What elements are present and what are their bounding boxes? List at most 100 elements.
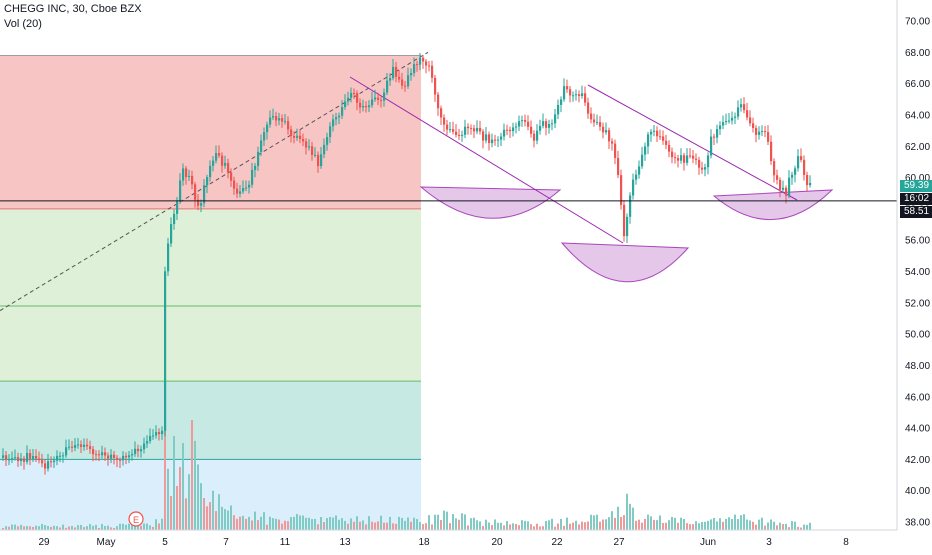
volume-bar [200, 483, 202, 530]
volume-bar [332, 517, 334, 530]
candle-body [140, 449, 143, 452]
candle-body [248, 184, 251, 188]
candle-body [347, 97, 350, 102]
candle-body [362, 106, 365, 108]
candle-body [689, 155, 692, 157]
candle-body [35, 456, 38, 459]
volume-bar [644, 518, 646, 530]
volume-bar [449, 523, 451, 530]
volume-bar [77, 525, 79, 530]
volume-bar [431, 524, 433, 530]
candle-body [737, 107, 740, 117]
candle-body [485, 134, 488, 141]
candle-body [311, 146, 314, 156]
candle-body [293, 135, 296, 138]
symbol-title[interactable]: CHEGG INC, 30, Cboe BZX [4, 3, 142, 15]
volume-bar [167, 468, 169, 530]
candle-body [458, 134, 461, 136]
candle-body [8, 459, 11, 461]
volume-bar [311, 519, 313, 530]
volume-bar [569, 523, 571, 530]
candle-body [680, 155, 683, 161]
cup-pattern-3 [712, 189, 834, 221]
volume-bar [455, 518, 457, 530]
volume-bar [116, 526, 118, 530]
volume-bar [233, 515, 235, 530]
candle-body [353, 92, 356, 94]
volume-bar [164, 402, 166, 530]
candle-body [299, 135, 302, 139]
volume-bar [593, 515, 595, 530]
volume-bar [560, 518, 562, 530]
candle-body [80, 444, 83, 447]
candle-body [587, 102, 590, 114]
candle-body [539, 125, 542, 131]
volume-bar [491, 525, 493, 530]
candle-body [191, 175, 194, 185]
last-price-badge: 59.39 [900, 180, 932, 192]
volume-bar [299, 515, 301, 530]
volume-bar [221, 506, 223, 530]
volume-bar [179, 467, 181, 530]
volume-bar [173, 436, 175, 530]
x-tick-label: 29 [38, 537, 50, 548]
candle-body [383, 92, 386, 101]
y-tick-label: 42.00 [905, 455, 930, 466]
volume-bar [683, 518, 685, 530]
candle-body [704, 167, 707, 170]
volume-bar [338, 519, 340, 530]
candle-body [593, 119, 596, 123]
volume-bar [623, 515, 625, 530]
volume-bar [380, 515, 382, 530]
volume-bar [53, 525, 55, 530]
candle-body [479, 127, 482, 132]
candle-body [692, 155, 695, 159]
candle-body [440, 108, 443, 118]
candle-body [377, 97, 380, 100]
candle-body [467, 126, 470, 129]
volume-bar [404, 520, 406, 530]
volume-bar [23, 526, 25, 530]
candle-body [53, 460, 56, 463]
volume-bar [62, 524, 64, 530]
volume-bar [782, 524, 784, 530]
volume-bar [776, 525, 778, 530]
volume-bar [122, 523, 124, 530]
candle-body [257, 151, 260, 166]
candle-body [341, 106, 344, 116]
candle-body [725, 120, 728, 123]
volume-bar [5, 526, 7, 530]
candle-body [242, 187, 245, 192]
volume-bar [476, 520, 478, 530]
candle-body [254, 165, 257, 170]
volume-bar [17, 526, 19, 530]
volume-bar [176, 486, 178, 530]
candle-body [356, 93, 359, 103]
candle-body [302, 138, 305, 142]
candle-body [185, 168, 188, 178]
volume-bar [356, 516, 358, 530]
indicator-title[interactable]: Vol (20) [4, 18, 42, 30]
candle-body [596, 122, 599, 124]
volume-bar [479, 521, 481, 530]
volume-bar [224, 509, 226, 530]
volume-bar [395, 523, 397, 530]
volume-bar [425, 523, 427, 530]
x-tick-label: 11 [280, 537, 291, 548]
volume-bar [602, 519, 604, 530]
volume-bar [692, 524, 694, 530]
volume-bar [329, 516, 331, 530]
x-tick-label: 13 [339, 537, 351, 548]
volume-bar [242, 515, 244, 530]
candle-body [677, 158, 680, 161]
volume-bar [551, 518, 553, 530]
volume-bar [38, 526, 40, 530]
volume-bar [29, 526, 31, 530]
candle-body [773, 161, 776, 176]
candle-body [188, 175, 191, 178]
price-axis-bg [897, 0, 932, 550]
x-tick-label: 18 [418, 537, 430, 548]
candle-body [371, 99, 374, 106]
